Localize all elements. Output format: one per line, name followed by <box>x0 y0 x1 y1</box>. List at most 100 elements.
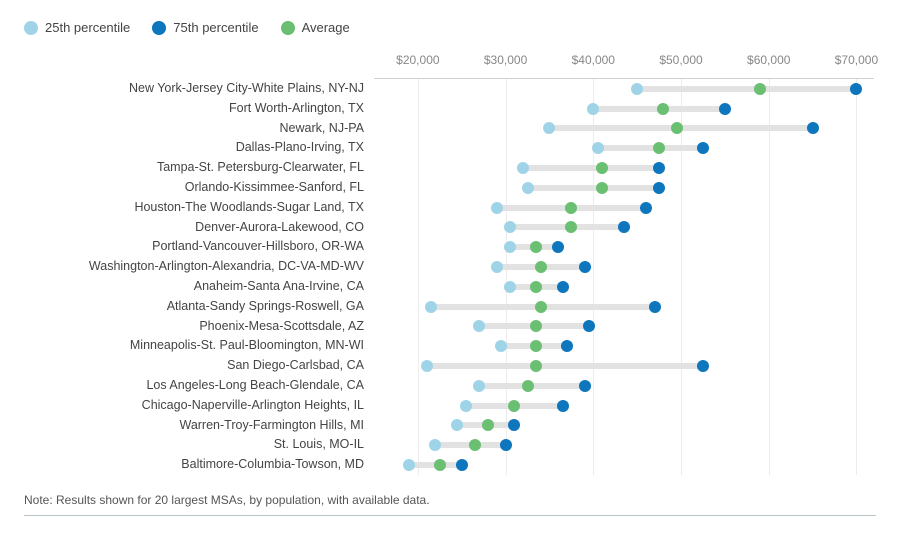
data-row: Orlando-Kissimmee-Sanford, FL <box>374 178 874 198</box>
p75-dot <box>653 182 665 194</box>
p75-dot <box>557 281 569 293</box>
avg-dot <box>434 459 446 471</box>
x-tick: $70,000 <box>835 53 878 67</box>
p25-dot <box>504 281 516 293</box>
avg-dot <box>754 83 766 95</box>
data-row: Baltimore-Columbia-Towson, MD <box>374 455 874 475</box>
p25-dot <box>473 320 485 332</box>
row-label: Tampa-St. Petersburg-Clearwater, FL <box>16 158 364 178</box>
row-label: Atlanta-Sandy Springs-Roswell, GA <box>16 297 364 317</box>
row-label: Houston-The Woodlands-Sugar Land, TX <box>16 198 364 218</box>
p25-dot <box>522 182 534 194</box>
chart-note: Note: Results shown for 20 largest MSAs,… <box>24 493 876 507</box>
p25-dot <box>451 419 463 431</box>
p25-dot <box>421 360 433 372</box>
p75-dot <box>552 241 564 253</box>
plot-area: New York-Jersey City-White Plains, NY-NJ… <box>374 79 874 475</box>
row-label: Washington-Arlington-Alexandria, DC-VA-M… <box>16 257 364 277</box>
x-tick: $60,000 <box>747 53 790 67</box>
range-bar <box>427 363 703 369</box>
x-axis: $20,000$30,000$40,000$50,000$60,000$70,0… <box>374 53 874 79</box>
p75-dot <box>561 340 573 352</box>
data-row: Dallas-Plano-Irving, TX <box>374 138 874 158</box>
range-bar <box>637 86 856 92</box>
avg-dot <box>535 261 547 273</box>
row-label: Los Angeles-Long Beach-Glendale, CA <box>16 376 364 396</box>
data-row: Washington-Arlington-Alexandria, DC-VA-M… <box>374 257 874 277</box>
data-row: Denver-Aurora-Lakewood, CO <box>374 218 874 238</box>
p25-dot <box>504 221 516 233</box>
avg-dot <box>508 400 520 412</box>
row-label: Minneapolis-St. Paul-Bloomington, MN-WI <box>16 336 364 356</box>
data-row: San Diego-Carlsbad, CA <box>374 356 874 376</box>
row-label: San Diego-Carlsbad, CA <box>16 356 364 376</box>
p25-dot <box>473 380 485 392</box>
x-tick: $30,000 <box>484 53 527 67</box>
data-row: Warren-Troy-Farmington Hills, MI <box>374 416 874 436</box>
avg-dot <box>530 320 542 332</box>
p75-dot <box>579 380 591 392</box>
avg-dot <box>596 162 608 174</box>
avg-dot <box>657 103 669 115</box>
range-bar <box>523 165 659 171</box>
data-row: Houston-The Woodlands-Sugar Land, TX <box>374 198 874 218</box>
data-row: Phoenix-Mesa-Scottsdale, AZ <box>374 317 874 337</box>
legend-item: 25th percentile <box>24 20 130 35</box>
avg-dot <box>522 380 534 392</box>
p75-dot <box>583 320 595 332</box>
p75-dot <box>640 202 652 214</box>
avg-dot <box>530 340 542 352</box>
data-row: New York-Jersey City-White Plains, NY-NJ <box>374 79 874 99</box>
row-label: Warren-Troy-Farmington Hills, MI <box>16 416 364 436</box>
legend-swatch <box>281 21 295 35</box>
x-tick: $40,000 <box>572 53 615 67</box>
data-row: Fort Worth-Arlington, TX <box>374 99 874 119</box>
p25-dot <box>495 340 507 352</box>
p75-dot <box>500 439 512 451</box>
avg-dot <box>565 221 577 233</box>
avg-dot <box>596 182 608 194</box>
chart-legend: 25th percentile 75th percentile Average <box>24 20 876 35</box>
data-row: Los Angeles-Long Beach-Glendale, CA <box>374 376 874 396</box>
row-label: Orlando-Kissimmee-Sanford, FL <box>16 178 364 198</box>
p75-dot <box>579 261 591 273</box>
p25-dot <box>491 202 503 214</box>
row-label: Newark, NJ-PA <box>16 119 364 139</box>
avg-dot <box>535 301 547 313</box>
p75-dot <box>807 122 819 134</box>
row-label: Portland-Vancouver-Hillsboro, OR-WA <box>16 237 364 257</box>
row-label: Chicago-Naperville-Arlington Heights, IL <box>16 396 364 416</box>
p75-dot <box>456 459 468 471</box>
range-bar <box>598 145 703 151</box>
avg-dot <box>530 241 542 253</box>
p25-dot <box>543 122 555 134</box>
p25-dot <box>425 301 437 313</box>
row-label: St. Louis, MO-IL <box>16 435 364 455</box>
avg-dot <box>482 419 494 431</box>
data-row: Newark, NJ-PA <box>374 119 874 139</box>
legend-item: 75th percentile <box>152 20 258 35</box>
p25-dot <box>491 261 503 273</box>
p25-dot <box>504 241 516 253</box>
p75-dot <box>697 142 709 154</box>
row-label: Phoenix-Mesa-Scottsdale, AZ <box>16 317 364 337</box>
avg-dot <box>469 439 481 451</box>
row-label: New York-Jersey City-White Plains, NY-NJ <box>16 79 364 99</box>
p75-dot <box>850 83 862 95</box>
x-tick: $20,000 <box>396 53 439 67</box>
data-row: Minneapolis-St. Paul-Bloomington, MN-WI <box>374 336 874 356</box>
data-row: St. Louis, MO-IL <box>374 435 874 455</box>
p25-dot <box>403 459 415 471</box>
p75-dot <box>649 301 661 313</box>
avg-dot <box>530 281 542 293</box>
data-row: Chicago-Naperville-Arlington Heights, IL <box>374 396 874 416</box>
row-label: Denver-Aurora-Lakewood, CO <box>16 218 364 238</box>
legend-item: Average <box>281 20 350 35</box>
data-row: Portland-Vancouver-Hillsboro, OR-WA <box>374 237 874 257</box>
avg-dot <box>653 142 665 154</box>
data-row: Tampa-St. Petersburg-Clearwater, FL <box>374 158 874 178</box>
p25-dot <box>587 103 599 115</box>
data-row: Atlanta-Sandy Springs-Roswell, GA <box>374 297 874 317</box>
x-tick: $50,000 <box>659 53 702 67</box>
data-row: Anaheim-Santa Ana-Irvine, CA <box>374 277 874 297</box>
